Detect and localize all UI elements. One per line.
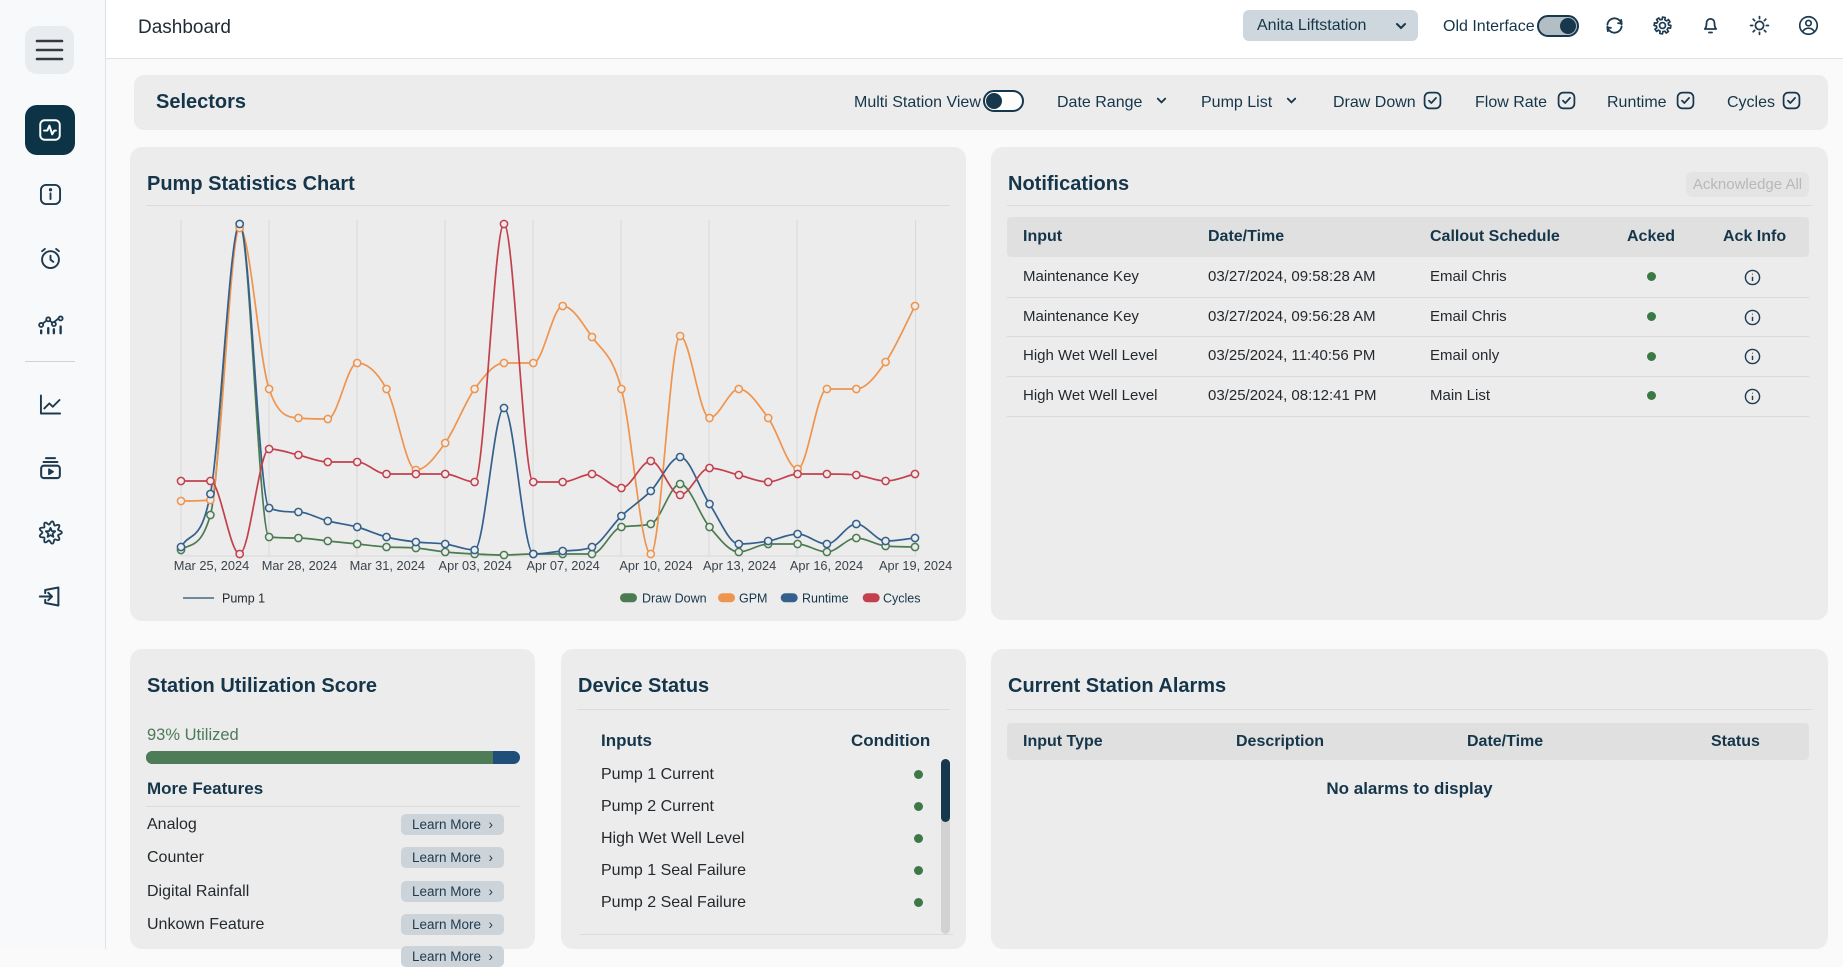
svg-text:Apr 16, 2024: Apr 16, 2024 xyxy=(790,558,863,573)
svg-text:Mar 25, 2024: Mar 25, 2024 xyxy=(174,558,249,573)
svg-text:Apr 13, 2024: Apr 13, 2024 xyxy=(703,558,776,573)
svg-text:Draw Down: Draw Down xyxy=(642,592,707,606)
svg-text:Mar 31, 2024: Mar 31, 2024 xyxy=(350,558,425,573)
svg-text:Apr 19, 2024: Apr 19, 2024 xyxy=(879,558,952,573)
svg-text:Apr 03, 2024: Apr 03, 2024 xyxy=(439,558,512,573)
svg-text:GPM: GPM xyxy=(739,592,767,606)
svg-text:Runtime: Runtime xyxy=(802,592,849,606)
svg-text:Apr 07, 2024: Apr 07, 2024 xyxy=(526,558,599,573)
svg-text:Pump 1: Pump 1 xyxy=(222,592,265,606)
svg-text:Mar 28, 2024: Mar 28, 2024 xyxy=(262,558,337,573)
svg-text:Apr 10, 2024: Apr 10, 2024 xyxy=(619,558,692,573)
svg-text:Cycles: Cycles xyxy=(883,592,921,606)
